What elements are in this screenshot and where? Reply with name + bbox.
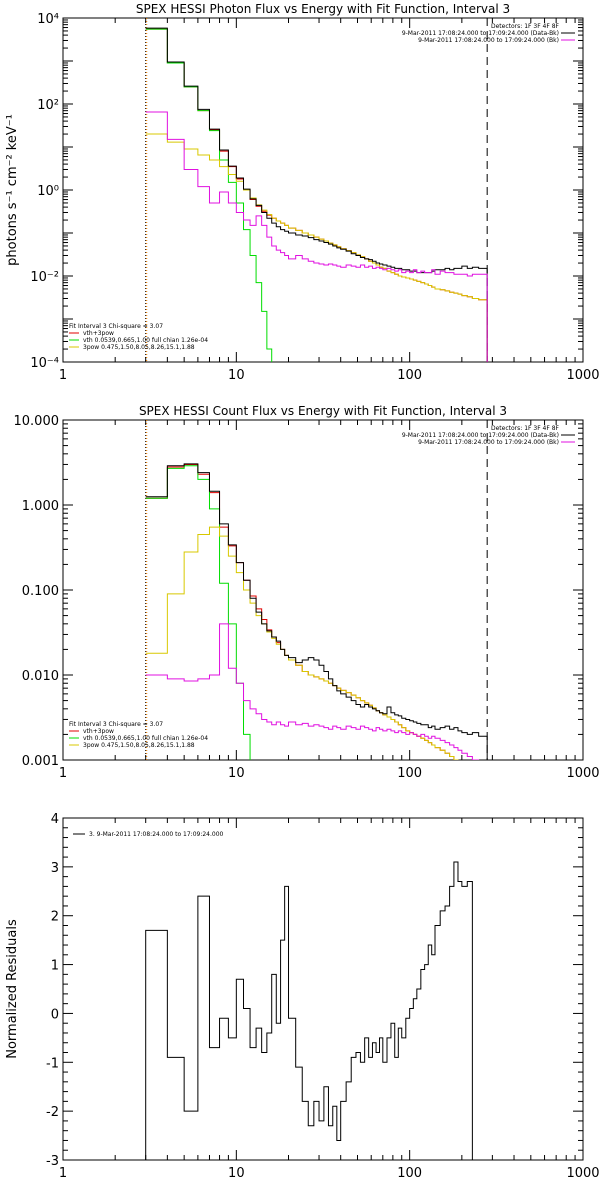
legend-entry-label: 9-Mar-2011 17:08:24.000 to 17:09:24.000 …: [418, 37, 559, 44]
y-tick-label: 2: [51, 910, 59, 925]
legend-entry-label: 3pow 0.475,1.50,8.05,8.26,15.1,1.88: [83, 344, 195, 351]
x-tick-label: 1: [59, 1166, 67, 1181]
legend-entry-label: 9-Mar-2011 17:08:24.000 to 17:09:24.000 …: [402, 30, 559, 37]
series-line: [145, 623, 488, 760]
legend-header: Fit Interval 3 Chi-square = 3.07: [69, 721, 163, 728]
y-tick-label: 0.100: [22, 584, 59, 599]
series-group: [145, 463, 488, 760]
series-line: [145, 111, 488, 362]
y-tick-label: 0.010: [22, 669, 59, 684]
y-tick-label: 1.000: [22, 499, 59, 514]
y-tick-label: -1: [46, 1056, 59, 1071]
y-tick-label: -2: [46, 1105, 59, 1120]
y-tick-label: -3: [46, 1154, 59, 1169]
legend: 3. 9-Mar-2011 17:08:24.000 to 17:09:24.0…: [73, 831, 224, 838]
x-tick-label: 10: [228, 766, 245, 781]
legend-entry-label: 3. 9-Mar-2011 17:08:24.000 to 17:09:24.0…: [89, 831, 224, 838]
legend-header: Detectors: 1F 3F 4F 8F: [491, 23, 560, 30]
y-tick-label: 3: [51, 861, 59, 876]
chart-title: SPEX HESSI Count Flux vs Energy with Fit…: [139, 404, 507, 418]
series-line: [145, 133, 488, 362]
series-line: [145, 28, 488, 362]
series-line: [145, 861, 473, 1160]
y-axis: -3 -2 -1 0 1 2 3 4: [46, 812, 583, 1169]
panel-2: SPEX HESSI Count Flux vs Energy with Fit…: [14, 404, 600, 781]
series-line: [145, 463, 463, 760]
x-tick-label: 100: [397, 766, 422, 781]
chart-title: SPEX HESSI Photon Flux vs Energy with Fi…: [136, 2, 510, 16]
y-tick-label: 10⁴: [37, 12, 59, 27]
legend-bottom-left: Fit Interval 3 Chi-square = 3.07vth+3pow…: [69, 323, 208, 351]
legend-bottom-left: Fit Interval 3 Chi-square = 3.07vth+3pow…: [69, 721, 208, 749]
x-tick-label: 100: [397, 368, 422, 383]
legend-header: Fit Interval 3 Chi-square = 3.07: [69, 323, 163, 330]
x-tick-label: 1: [59, 368, 67, 383]
x-tick-label: 1000: [566, 766, 599, 781]
series-line: [145, 27, 488, 362]
y-tick-label: 10²: [37, 98, 59, 113]
y-axis-label: photons s⁻¹ cm⁻² keV⁻¹: [5, 114, 20, 266]
legend-entry-label: 9-Mar-2011 17:08:24.000 to 17:09:24.000 …: [402, 432, 559, 439]
x-tick-label: 100: [397, 1166, 422, 1181]
x-tick-label: 1000: [566, 1166, 599, 1181]
y-tick-label: 10.000: [14, 414, 60, 429]
series-line: [145, 526, 463, 760]
y-tick-label: 0: [51, 1007, 59, 1022]
series-line: [145, 465, 257, 760]
legend-entry-label: 9-Mar-2011 17:08:24.000 to 17:09:24.000 …: [418, 439, 559, 446]
x-tick-label: 10: [228, 1166, 245, 1181]
plot-frame: [62, 419, 584, 761]
series-group: [145, 27, 488, 362]
series-line: [145, 463, 488, 760]
panel-1: SPEX HESSI Photon Flux vs Energy with Fi…: [5, 2, 600, 383]
y-tick-label: 10⁻²: [30, 270, 59, 285]
y-tick-label: 4: [51, 812, 59, 827]
y-axis-label: Normalized Residuals: [5, 919, 20, 1059]
legend-top-right: Detectors: 1F 3F 4F 8F9-Mar-2011 17:08:2…: [402, 23, 575, 44]
legend-entry-label: vth 0.0539,0.665,1.00 full chian 1.26e-0…: [83, 735, 208, 742]
x-axis: 1 10 100 1000: [59, 818, 600, 1181]
y-tick-label: 10⁻⁴: [30, 356, 59, 371]
y-axis: 10⁻⁴ 10⁻² 10⁰ 10² 10⁴: [30, 12, 583, 371]
plot-frame: [62, 17, 584, 363]
legend-header: Detectors: 1F 3F 4F 8F: [491, 425, 560, 432]
legend-entry-label: vth+3pow: [83, 728, 114, 735]
legend-top-right: Detectors: 1F 3F 4F 8F9-Mar-2011 17:08:2…: [402, 425, 575, 446]
series-line: [145, 28, 273, 362]
x-tick-label: 1: [59, 766, 67, 781]
panel-3: 1 10 100 1000 -3 -2 -1 0 1 2 3 4 Normalized Residual…: [5, 812, 600, 1181]
x-tick-label: 10: [228, 368, 245, 383]
y-tick-label: 10⁰: [37, 184, 59, 199]
series-group: [145, 861, 473, 1160]
y-tick-label: 1: [51, 959, 59, 974]
x-axis: 1 10 100 1000: [59, 420, 600, 781]
x-tick-label: 1000: [566, 368, 599, 383]
x-axis: 1 10 100 1000: [59, 18, 600, 383]
legend-entry-label: 3pow 0.475,1.50,8.05,8.26,15.1,1.88: [83, 742, 195, 749]
y-axis: 0.001 0.010 0.100 1.000 10.000: [14, 414, 583, 769]
legend-entry-label: vth+3pow: [83, 330, 114, 337]
plot-frame: [62, 817, 584, 1161]
legend-entry-label: vth 0.0539,0.665,1.00 full chian 1.26e-0…: [83, 337, 208, 344]
y-tick-label: 0.001: [22, 754, 59, 769]
